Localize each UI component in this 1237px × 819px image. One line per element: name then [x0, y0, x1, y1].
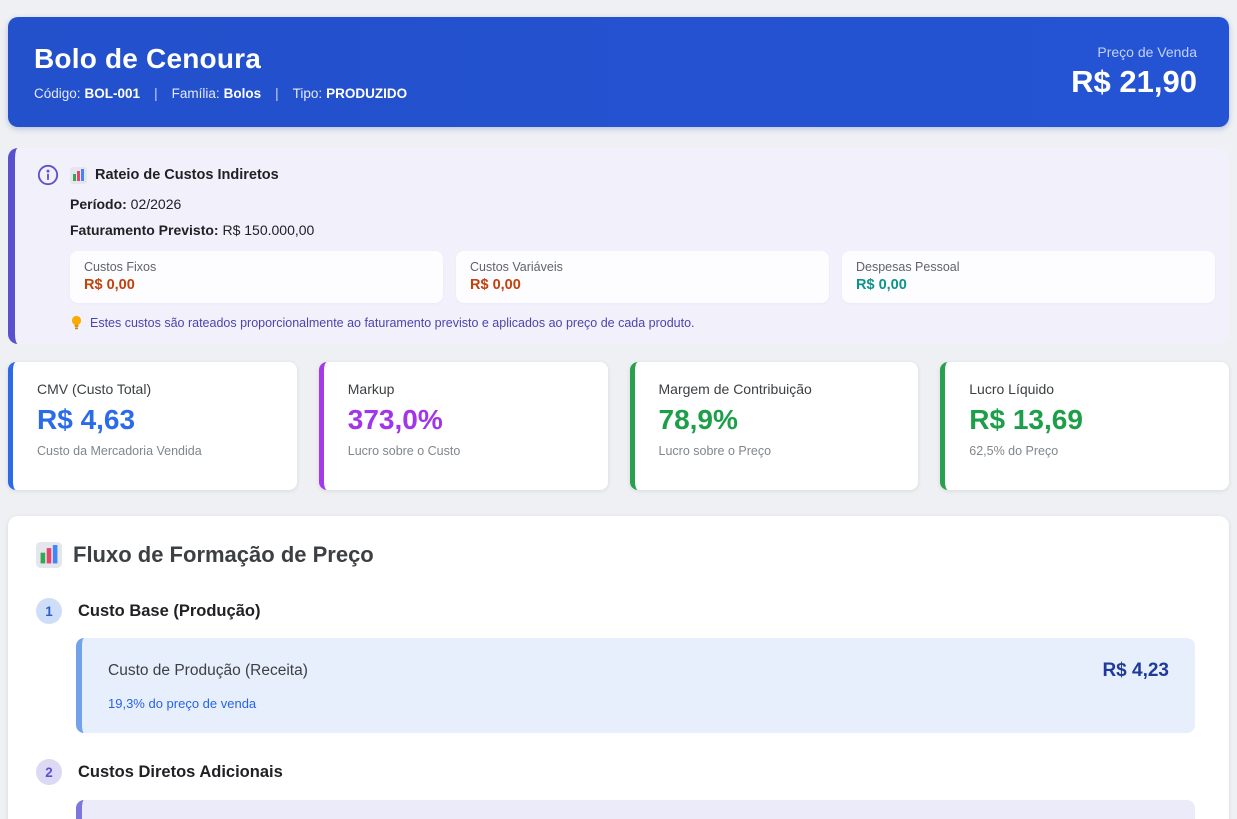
step-2-badge: 2 [36, 759, 62, 785]
step-1-title: Custo Base (Produção) [78, 601, 261, 620]
bar-chart-icon [70, 166, 87, 184]
product-type: Tipo: PRODUZIDO [292, 86, 408, 101]
indirect-cost-cards: Custos Fixos R$ 0,00 Custos Variáveis R$… [70, 251, 1215, 303]
step-1-item-detail: 19,3% do preço de venda [108, 696, 257, 711]
product-meta: Código: BOL-001 | Família: Bolos | Tipo: PR… [34, 86, 407, 101]
metric-card-contribution-margin: Margem de Contribuição 78,9% Lucro sobre… [629, 362, 919, 490]
indirect-costs-header: Rateio de Custos Indiretos [37, 164, 1215, 186]
metric-sublabel: 62,5% do Preço [969, 444, 1059, 458]
meta-separator: | [275, 86, 279, 101]
variable-costs-label: Custos Variáveis [470, 260, 563, 274]
metric-cards: CMV (Custo Total) R$ 4,63 Custo da Merca… [8, 362, 1229, 490]
variable-costs-value: R$ 0,00 [470, 277, 521, 293]
step-2-header: 2 Custos Diretos Adicionais [36, 759, 1199, 785]
product-header: Bolo de Cenoura Código: BOL-001 | Família… [8, 17, 1229, 127]
price-formation-title: Fluxo de Formação de Preço [73, 542, 374, 567]
metric-sublabel: Lucro sobre o Custo [347, 444, 461, 458]
rateio-note: Estes custos são rateados proporcionalme… [70, 315, 1215, 330]
indirect-costs-title: Rateio de Custos Indiretos [95, 167, 279, 183]
metric-card-cmv: CMV (Custo Total) R$ 4,63 Custo da Merca… [8, 362, 297, 490]
rateio-note-text: Estes custos são rateados proporcionalme… [90, 315, 695, 330]
bar-chart-icon [36, 542, 62, 568]
sale-price: Preço de Venda R$ 21,90 [1071, 44, 1197, 100]
step-2-item-card [76, 800, 1195, 819]
variable-costs-card: Custos Variáveis R$ 0,00 [456, 251, 829, 303]
personnel-expenses-card: Despesas Pessoal R$ 0,00 [842, 251, 1215, 303]
product-family: Família: Bolos [171, 86, 262, 101]
product-info: Bolo de Cenoura Código: BOL-001 | Família… [34, 43, 407, 101]
period-line: Período: 02/2026 [70, 196, 182, 212]
metric-card-markup: Markup 373,0% Lucro sobre o Custo [318, 362, 608, 490]
step-1-item-value: R$ 4,23 [1102, 660, 1169, 681]
metric-label: Margem de Contribuição [658, 381, 812, 397]
info-icon [37, 164, 59, 186]
metric-sublabel: Custo da Mercadoria Vendida [37, 444, 202, 458]
step-1-item-name: Custo de Produção (Receita) [108, 662, 308, 679]
indirect-costs-panel: Rateio de Custos Indiretos Período: 02/2… [8, 148, 1229, 344]
forecast-revenue-line: Faturamento Previsto: R$ 150.000,00 [70, 222, 315, 238]
price-formation-header: Fluxo de Formação de Preço [36, 542, 1199, 568]
fixed-costs-card: Custos Fixos R$ 0,00 [70, 251, 443, 303]
metric-value: R$ 4,63 [37, 404, 136, 435]
fixed-costs-label: Custos Fixos [84, 260, 157, 274]
price-formation-panel: Fluxo de Formação de Preço 1 Custo Base … [8, 516, 1229, 819]
product-title: Bolo de Cenoura [34, 43, 262, 74]
step-1-badge: 1 [36, 598, 62, 624]
metric-label: Lucro Líquido [969, 381, 1055, 397]
sale-price-label: Preço de Venda [1097, 44, 1197, 60]
step-2-title: Custos Diretos Adicionais [78, 762, 283, 781]
metric-sublabel: Lucro sobre o Preço [658, 444, 772, 458]
personnel-expenses-label: Despesas Pessoal [856, 260, 960, 274]
personnel-expenses-value: R$ 0,00 [856, 277, 907, 293]
fixed-costs-value: R$ 0,00 [84, 277, 135, 293]
metric-value: 78,9% [658, 404, 738, 435]
sale-price-value: R$ 21,90 [1071, 64, 1197, 99]
metric-value: R$ 13,69 [969, 404, 1083, 435]
indirect-costs-body: Período: 02/2026 Faturamento Previsto: R… [70, 196, 1215, 330]
period-value: 02/2026 [130, 196, 182, 212]
metric-label: CMV (Custo Total) [37, 381, 152, 397]
forecast-revenue-value: R$ 150.000,00 [222, 222, 315, 238]
step-1-item-card: Custo de Produção (Receita) R$ 4,23 19,3… [76, 638, 1195, 733]
lightbulb-icon [71, 315, 82, 330]
metric-label: Markup [347, 381, 395, 397]
meta-separator: | [154, 86, 158, 101]
metric-value: 373,0% [347, 404, 443, 435]
step-1-header: 1 Custo Base (Produção) [36, 598, 1199, 624]
metric-card-net-profit: Lucro Líquido R$ 13,69 62,5% do Preço [940, 362, 1229, 490]
product-code: Código: BOL-001 [34, 86, 141, 101]
